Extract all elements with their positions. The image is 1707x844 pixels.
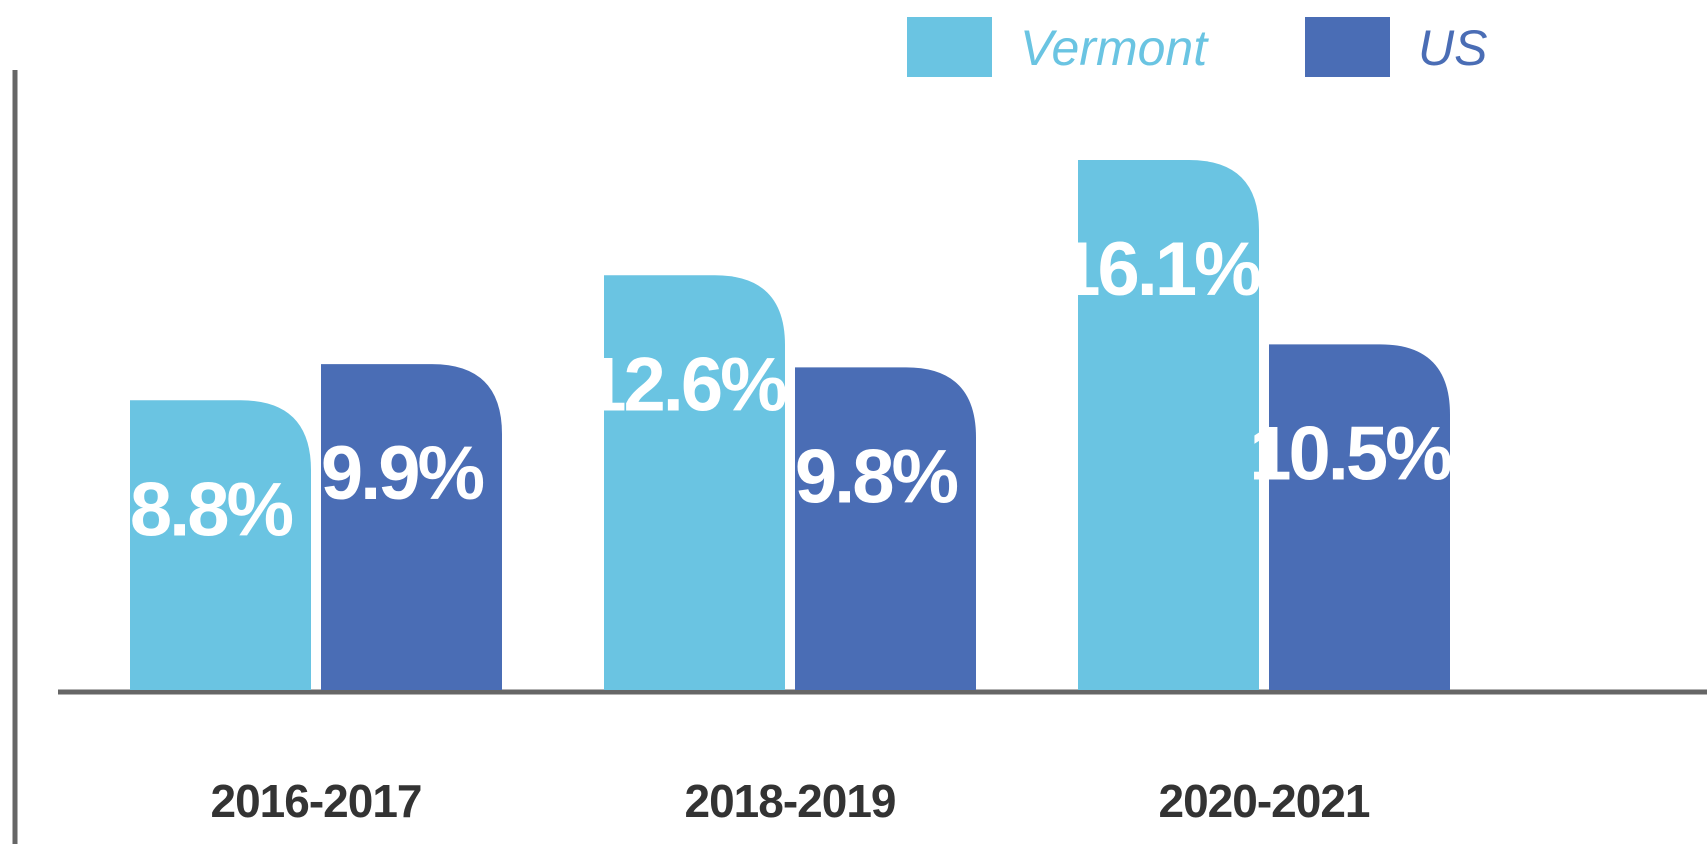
value-label: 10.5% (1249, 411, 1451, 496)
value-label: 8.8% (130, 467, 293, 552)
legend-label: Vermont (1020, 20, 1209, 76)
bar (795, 367, 976, 690)
legend-swatch (1305, 17, 1390, 77)
bar (1269, 344, 1450, 690)
legend-swatch (907, 17, 992, 77)
value-label: 9.8% (795, 434, 958, 519)
legend-label: US (1418, 20, 1487, 76)
bar (1078, 160, 1259, 690)
value-label: 9.9% (321, 431, 484, 516)
x-tick-label: 2016-2017 (211, 775, 422, 827)
x-tick-label: 2018-2019 (685, 775, 896, 827)
bar (604, 275, 785, 690)
bar (130, 400, 311, 690)
x-tick-label: 2020-2021 (1159, 775, 1370, 827)
value-label: 12.6% (584, 342, 786, 427)
bar (321, 364, 502, 690)
value-label: 16.1% (1058, 227, 1260, 312)
